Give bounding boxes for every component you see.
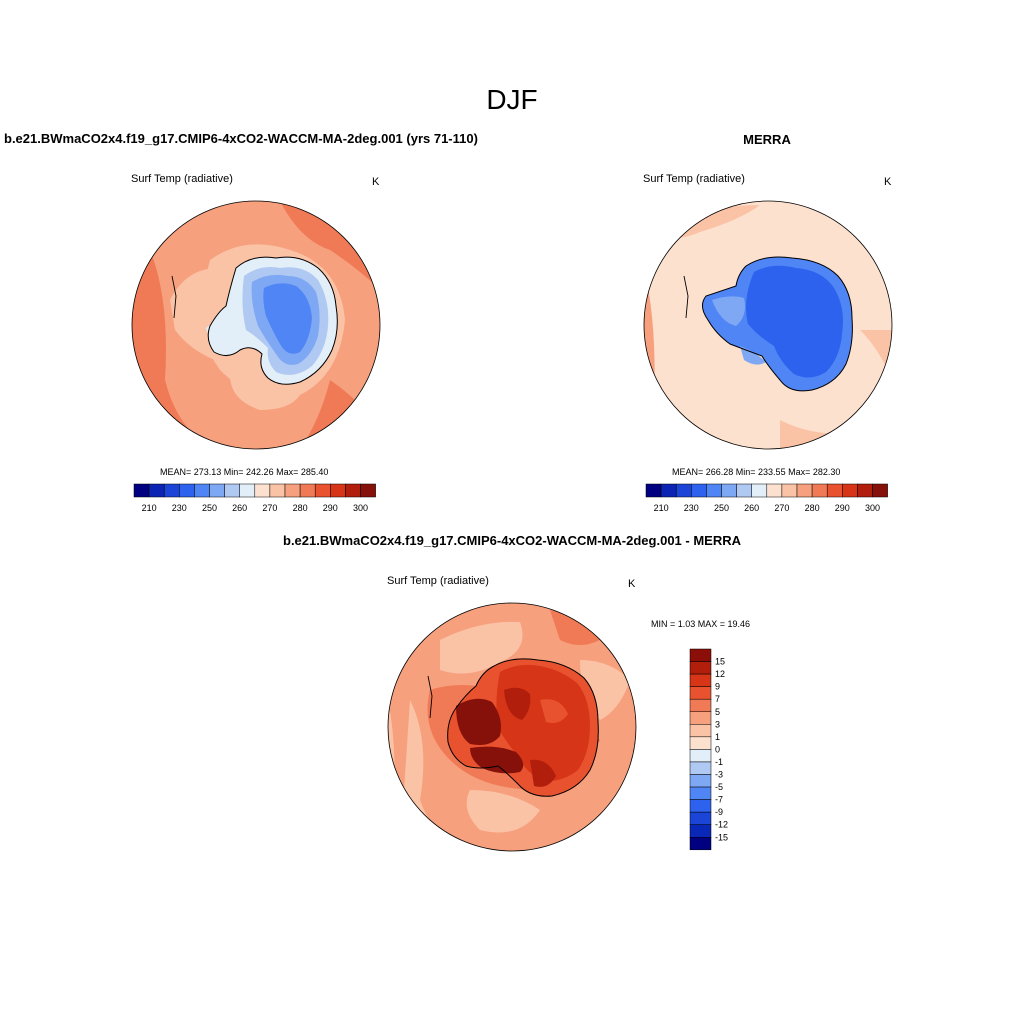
diff-colorbar-box xyxy=(689,711,712,725)
diff-colorbar-label: 5 xyxy=(715,707,720,717)
model-colorbar-box xyxy=(224,483,240,498)
diff-colorbar-label: 0 xyxy=(715,744,720,754)
model-map xyxy=(131,200,381,450)
model-colorbar-box xyxy=(133,483,150,498)
model-colorbar-label: 290 xyxy=(323,503,338,513)
diff-colorbar-box xyxy=(689,686,712,700)
obs-colorbar-label: 250 xyxy=(714,503,729,513)
model-variable-label: Surf Temp (radiative) xyxy=(131,173,233,185)
model-colorbar-box xyxy=(284,483,301,498)
model-panel-title: b.e21.BWmaCO2x4.f19_g17.CMIP6-4xCO2-WACC… xyxy=(4,131,478,146)
obs-colorbar-box xyxy=(781,483,798,498)
model-colorbar-box xyxy=(269,483,286,498)
obs-colorbar-box xyxy=(811,483,828,498)
model-colorbar-box xyxy=(239,483,256,498)
diff-stats: MIN = 1.03 MAX = 19.46 xyxy=(651,619,751,629)
obs-units-label: K xyxy=(884,176,892,188)
diff-colorbar-label: -12 xyxy=(715,820,728,830)
obs-colorbar-label: 300 xyxy=(865,503,880,513)
obs-colorbar-box xyxy=(751,483,768,498)
diff-units-label: K xyxy=(628,578,636,590)
diff-colorbar-label: -9 xyxy=(715,807,723,817)
obs-colorbar-label: 260 xyxy=(744,503,759,513)
diff-colorbar-box xyxy=(689,786,712,800)
diff-colorbar-label: -7 xyxy=(715,795,723,805)
model-colorbar-box xyxy=(345,483,361,498)
obs-panel-title: MERRA xyxy=(743,132,791,147)
diff-map xyxy=(387,602,637,852)
diff-colorbar-label: 3 xyxy=(715,719,720,729)
obs-colorbar-box xyxy=(872,483,888,498)
obs-colorbar-box xyxy=(721,483,737,498)
obs-colorbar-label: 290 xyxy=(835,503,850,513)
diff-colorbar-box xyxy=(689,774,712,788)
obs-colorbar-box xyxy=(660,483,677,498)
diff-colorbar-box xyxy=(689,724,712,738)
diff-colorbar-label: 15 xyxy=(715,657,725,667)
diff-colorbar-label: -15 xyxy=(715,832,728,842)
model-colorbar-label: 260 xyxy=(232,503,247,513)
model-colorbar-label: 210 xyxy=(142,503,157,513)
diff-colorbar-box xyxy=(689,698,712,713)
model-colorbar: 210 230 250 260 270 280 290 300 xyxy=(133,483,376,513)
obs-colorbar-label: 230 xyxy=(684,503,699,513)
model-colorbar-box xyxy=(179,483,195,498)
diff-colorbar-label: 1 xyxy=(715,732,720,742)
obs-colorbar-box xyxy=(796,483,813,498)
model-colorbar-box xyxy=(163,483,180,498)
obs-colorbar: 210 230 250 260 270 280 290 300 xyxy=(645,483,888,513)
obs-stats: MEAN= 266.28 Min= 233.55 Max= 282.30 xyxy=(672,467,841,477)
obs-colorbar-box xyxy=(766,483,783,498)
diff-colorbar-box xyxy=(689,837,712,851)
obs-colorbar-box xyxy=(857,483,873,498)
model-colorbar-label: 250 xyxy=(202,503,217,513)
model-colorbar-label: 230 xyxy=(172,503,187,513)
obs-colorbar-box xyxy=(706,483,722,498)
obs-colorbar-box xyxy=(691,483,707,498)
obs-colorbar-label: 210 xyxy=(654,503,669,513)
diff-colorbar-box xyxy=(689,749,712,763)
diff-colorbar-label: 7 xyxy=(715,694,720,704)
diff-colorbar-box xyxy=(689,824,712,838)
diff-colorbar: 15 12 9 7 5 3 1 0 -1 -3 -5 -7 -9 -12 -15 xyxy=(689,648,728,851)
obs-colorbar-box xyxy=(645,483,662,498)
figure-title: DJF xyxy=(486,84,538,115)
obs-variable-label: Surf Temp (radiative) xyxy=(643,173,745,185)
diff-colorbar-box xyxy=(689,673,712,687)
model-colorbar-box xyxy=(254,483,271,498)
model-colorbar-box xyxy=(194,483,210,498)
model-colorbar-box xyxy=(299,483,316,498)
model-colorbar-box xyxy=(314,483,331,498)
obs-colorbar-label: 270 xyxy=(774,503,789,513)
diff-variable-label: Surf Temp (radiative) xyxy=(387,575,489,587)
diff-colorbar-box xyxy=(689,648,712,662)
obs-colorbar-label: 280 xyxy=(805,503,820,513)
model-colorbar-box xyxy=(330,483,346,498)
diff-colorbar-label: 12 xyxy=(715,669,725,679)
model-colorbar-label: 300 xyxy=(353,503,368,513)
diff-panel-title: b.e21.BWmaCO2x4.f19_g17.CMIP6-4xCO2-WACC… xyxy=(283,533,741,548)
obs-colorbar-box xyxy=(826,483,843,498)
model-colorbar-box xyxy=(209,483,225,498)
model-stats: MEAN= 273.13 Min= 242.26 Max= 285.40 xyxy=(160,467,329,477)
diff-colorbar-label: -1 xyxy=(715,757,723,767)
diff-colorbar-box xyxy=(689,761,712,775)
diff-colorbar-label: -5 xyxy=(715,782,723,792)
model-colorbar-box xyxy=(148,483,165,498)
obs-colorbar-box xyxy=(675,483,692,498)
obs-map xyxy=(643,200,893,450)
obs-colorbar-box xyxy=(736,483,752,498)
model-units-label: K xyxy=(372,176,380,188)
diff-colorbar-box xyxy=(689,736,712,750)
diff-colorbar-label: 9 xyxy=(715,682,720,692)
model-colorbar-box xyxy=(360,483,376,498)
diff-colorbar-box xyxy=(689,661,712,675)
diff-colorbar-box xyxy=(689,811,712,825)
diff-colorbar-box xyxy=(689,799,712,813)
model-colorbar-label: 270 xyxy=(262,503,277,513)
diff-colorbar-label: -3 xyxy=(715,770,723,780)
obs-colorbar-box xyxy=(842,483,858,498)
model-colorbar-label: 280 xyxy=(293,503,308,513)
